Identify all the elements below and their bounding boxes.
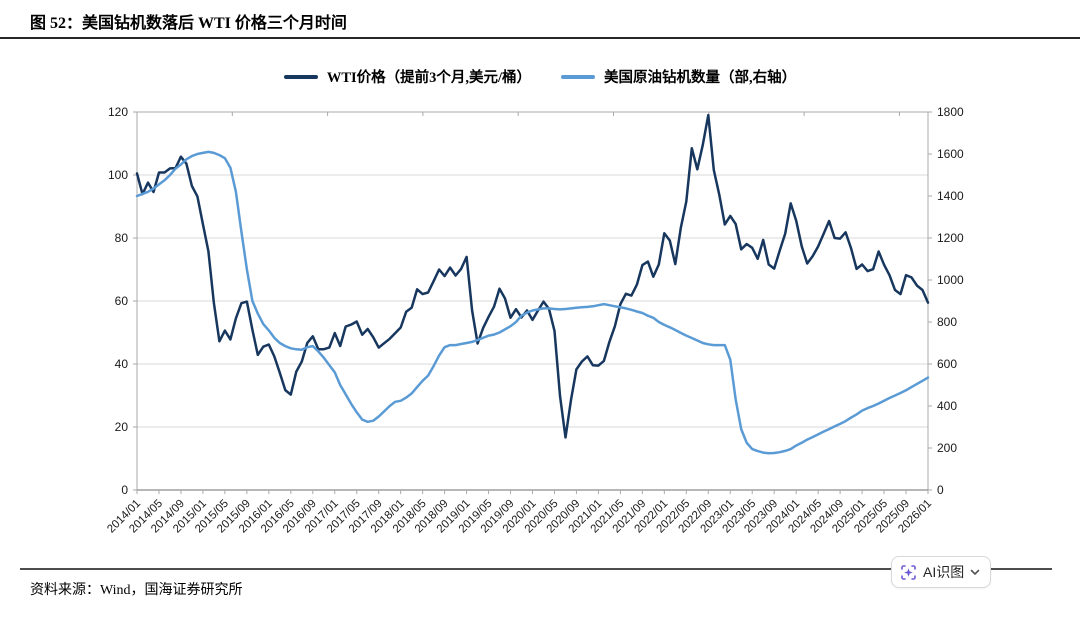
svg-text:20: 20 [115, 420, 129, 434]
ai-recognize-button[interactable]: AI识图 [891, 556, 992, 588]
svg-text:600: 600 [937, 357, 957, 371]
svg-text:80: 80 [115, 231, 129, 245]
ai-button-label: AI识图 [923, 564, 965, 580]
svg-text:1800: 1800 [937, 105, 964, 119]
svg-text:400: 400 [937, 399, 957, 413]
wti-line-swatch [283, 74, 318, 79]
rig-line-swatch [561, 74, 596, 79]
svg-text:60: 60 [115, 294, 129, 308]
svg-text:200: 200 [937, 441, 957, 455]
svg-text:1600: 1600 [937, 147, 964, 161]
scan-sparkle-icon [901, 564, 916, 580]
svg-text:40: 40 [115, 357, 129, 371]
title-divider [0, 37, 1080, 39]
legend-item-rigs: 美国原油钻机数量（部,右轴） [561, 66, 796, 87]
svg-text:0: 0 [937, 483, 944, 497]
legend-item-wti: WTI价格（提前3个月,美元/桶） [283, 66, 532, 87]
svg-text:800: 800 [937, 315, 957, 329]
chevron-down-icon[interactable] [970, 569, 980, 576]
legend-label-rigs: 美国原油钻机数量（部,右轴） [604, 70, 797, 86]
chart-legend: WTI价格（提前3个月,美元/桶） 美国原油钻机数量（部,右轴） [0, 66, 1080, 87]
svg-text:1000: 1000 [937, 273, 964, 287]
wti-price-line [135, 113, 930, 439]
rig-count-line [135, 150, 930, 455]
svg-text:120: 120 [108, 105, 128, 119]
legend-label-wti: WTI价格（提前3个月,美元/桶） [326, 70, 532, 86]
source-note: 资料来源：Wind，国海证券研究所 [30, 583, 243, 598]
svg-text:100: 100 [108, 168, 128, 182]
svg-text:0: 0 [121, 483, 128, 497]
svg-text:1200: 1200 [937, 231, 964, 245]
svg-text:1400: 1400 [937, 189, 964, 203]
footer-divider [20, 568, 1052, 570]
figure-title: 图 52：美国钻机数落后 WTI 价格三个月时间 [30, 15, 347, 32]
